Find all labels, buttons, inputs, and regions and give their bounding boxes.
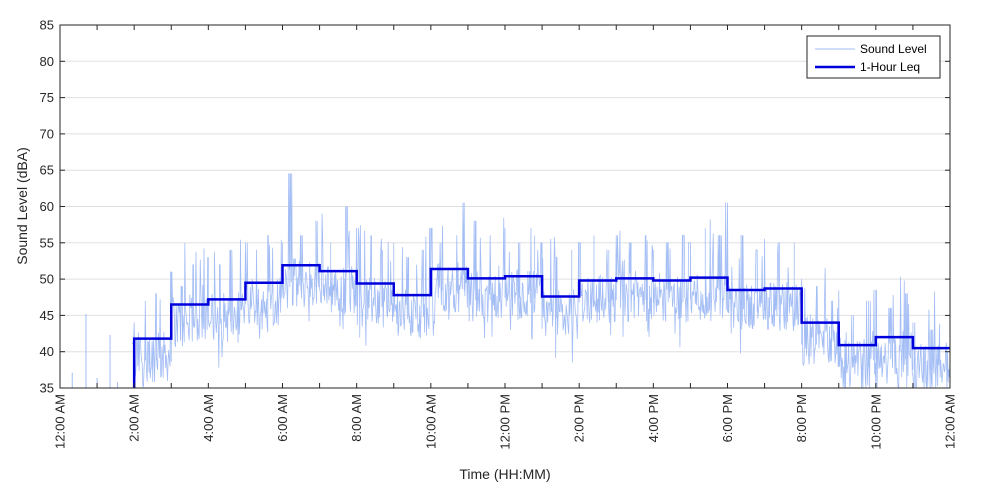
leq-series bbox=[132, 264, 950, 388]
x-tick-label: 4:00 AM bbox=[201, 394, 216, 442]
y-tick-label: 85 bbox=[40, 18, 54, 33]
y-tick-label: 55 bbox=[40, 235, 54, 250]
x-tick-label: 12:00 AM bbox=[53, 394, 68, 449]
y-tick-label: 75 bbox=[40, 90, 54, 105]
legend-label-leq: 1-Hour Leq bbox=[860, 60, 920, 74]
x-tick-label: 6:00 AM bbox=[275, 394, 290, 442]
y-tick-label: 35 bbox=[40, 381, 54, 396]
x-tick-label: 12:00 PM bbox=[498, 394, 513, 450]
plot-frame bbox=[59, 24, 951, 389]
y-axis-title: Sound Level (dBA) bbox=[14, 147, 30, 265]
x-tick-label: 2:00 PM bbox=[572, 394, 587, 442]
legend-label-sound-level: Sound Level bbox=[860, 42, 927, 56]
x-tick-label: 8:00 PM bbox=[794, 394, 809, 442]
x-tick-label: 10:00 AM bbox=[423, 394, 438, 449]
sound-level-series bbox=[71, 173, 951, 389]
y-tick-label: 65 bbox=[40, 163, 54, 178]
y-tick-label: 80 bbox=[40, 54, 54, 69]
x-tick-label: 12:00 AM bbox=[943, 394, 958, 449]
sound-level-line bbox=[131, 173, 951, 389]
y-tick-label: 60 bbox=[40, 199, 54, 214]
x-tick-label: 2:00 AM bbox=[127, 394, 142, 442]
y-tick-label: 40 bbox=[40, 344, 54, 359]
leq-step-line bbox=[132, 264, 950, 388]
y-tick-label: 45 bbox=[40, 308, 54, 323]
y-tick-label: 70 bbox=[40, 126, 54, 141]
legend: Sound Level 1-Hour Leq bbox=[806, 35, 941, 79]
x-axis-title: Time (HH:MM) bbox=[459, 466, 550, 482]
x-tick-label: 6:00 PM bbox=[720, 394, 735, 442]
x-axis: 12:00 AM 2:00 AM 4:00 AM 6:00 AM 8:00 AM 10:0… bbox=[53, 25, 958, 450]
legend-box bbox=[806, 35, 941, 79]
x-tick-label: 10:00 PM bbox=[868, 394, 883, 450]
x-tick-label: 8:00 AM bbox=[349, 394, 364, 442]
y-tick-label: 50 bbox=[40, 272, 54, 287]
x-tick-label: 4:00 PM bbox=[646, 394, 661, 442]
